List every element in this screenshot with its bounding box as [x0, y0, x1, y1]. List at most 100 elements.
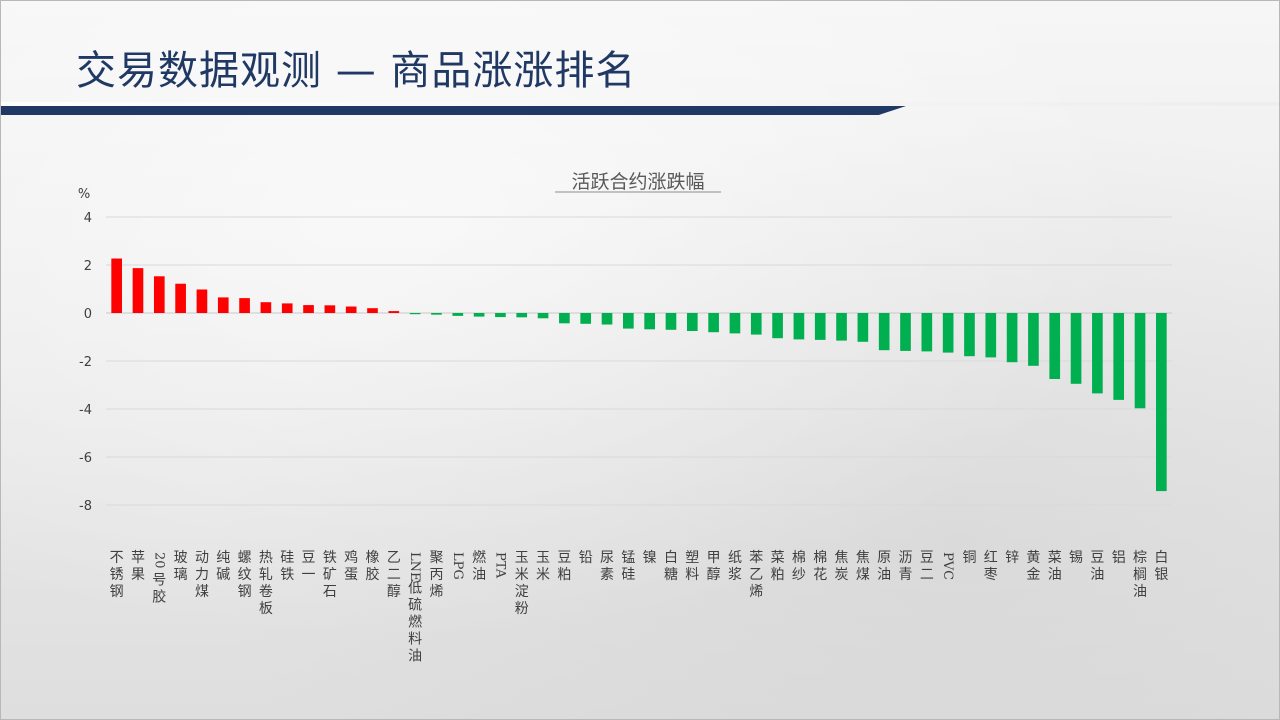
- x-tick-label-part: 菜: [1048, 550, 1062, 566]
- x-tick-label-part: 苹: [131, 550, 145, 566]
- bar-28: [708, 313, 719, 333]
- bar-30: [750, 313, 762, 335]
- x-tick-label-part: 炭: [835, 567, 849, 583]
- bar-12: [367, 308, 378, 313]
- x-tick-label-part: 蛋: [344, 567, 358, 583]
- x-tick-label: 原油: [877, 550, 891, 583]
- x-tick-label-part: LNE: [407, 552, 422, 582]
- x-tick-label-part: 素: [600, 567, 614, 583]
- x-axis-labels: 不锈钢苹果20号胶玻璃动力煤纯碱螺纹钢热轧卷板硅铁豆一铁矿石鸡蛋橡胶乙二醇LNE…: [110, 549, 1169, 665]
- x-tick-label: 不锈钢: [110, 550, 124, 600]
- bar-3: [175, 283, 186, 313]
- bar-41: [985, 313, 997, 358]
- x-tick-label-part: 米: [536, 567, 550, 583]
- bar-32: [793, 313, 805, 340]
- x-tick-label-part: 白: [1154, 550, 1168, 566]
- bar-15: [431, 313, 442, 315]
- x-tick-label-part: 烯: [429, 584, 443, 600]
- bar-10: [324, 305, 336, 313]
- x-tick-label: 苹果: [131, 550, 145, 583]
- x-tick-label: 沥青: [899, 550, 913, 583]
- x-tick-label-part: 油: [1133, 584, 1147, 600]
- bar-44: [1049, 313, 1061, 379]
- x-tick-label-part: 黄: [1026, 549, 1040, 566]
- bar-2: [153, 276, 165, 313]
- x-tick-label-part: 锡: [1069, 550, 1083, 566]
- x-tick-label-part: 玉: [515, 550, 529, 566]
- x-tick-label-part: 玉: [536, 550, 550, 566]
- bar-7: [260, 302, 272, 313]
- bar-0: [111, 258, 122, 313]
- title-bar-highlight: [0, 102, 1280, 106]
- x-tick-label-part: 棉: [792, 549, 806, 566]
- bar-22: [580, 313, 592, 324]
- x-tick-label-part: 胶: [366, 566, 380, 583]
- bar-29: [729, 313, 741, 334]
- bar-20: [537, 313, 549, 319]
- x-tick-label-part: 锰: [621, 550, 635, 566]
- x-tick-label: 铁矿石: [323, 550, 337, 600]
- x-tick-label-part: 螺: [238, 550, 252, 566]
- y-axis-unit: %: [78, 187, 90, 202]
- x-tick-label-part: 铁: [323, 550, 337, 566]
- x-tick-label: 纯碱: [216, 550, 230, 583]
- x-tick-label: 焦炭: [835, 550, 849, 583]
- x-tick-label-part: 油: [877, 567, 891, 583]
- x-tick-label-part: 粉: [515, 601, 529, 617]
- x-tick-label-part: 醇: [387, 583, 401, 600]
- x-tick-label-part: 铁: [280, 567, 294, 583]
- x-tick-label-part: 烯: [749, 584, 763, 600]
- x-tick-label: 焦煤: [856, 550, 870, 583]
- x-tick-label-part: 纹: [238, 567, 252, 583]
- x-tick-label-part: 油: [1048, 567, 1062, 583]
- bar-6: [239, 298, 250, 313]
- x-tick-label: 动力煤: [195, 550, 209, 600]
- x-tick-label: 甲醇: [707, 550, 721, 583]
- x-tick-label-part: 一: [302, 567, 316, 583]
- bar-35: [857, 313, 869, 342]
- bar-47: [1113, 313, 1125, 400]
- x-tick-label-part: 燃: [408, 614, 422, 631]
- x-tick-label: 菜粕: [771, 550, 785, 583]
- bar-49: [1156, 313, 1167, 492]
- x-tick-label-part: PVC: [940, 552, 955, 580]
- bar-43: [1028, 313, 1039, 366]
- y-tick-label: -6: [79, 451, 92, 466]
- bar-31: [772, 313, 783, 339]
- x-tick-label: 铜: [962, 550, 976, 566]
- x-tick-label-part: 硫: [408, 598, 422, 614]
- bar-38: [921, 313, 933, 352]
- x-tick-label-part: 聚: [429, 550, 443, 566]
- x-tick-label: 燃油: [472, 549, 486, 583]
- x-tick-label-part: 铅: [579, 550, 593, 566]
- page-title: 交易数据观测 — 商品涨涨排名: [76, 48, 637, 94]
- bar-16: [452, 313, 464, 316]
- x-tick-label: 白糖: [664, 550, 678, 583]
- x-tick-label: 锰硅: [621, 550, 635, 583]
- x-tick-label-part: 镍: [643, 550, 657, 566]
- x-tick-label-part: 青: [899, 567, 913, 583]
- x-tick-label-part: 棉: [813, 549, 827, 566]
- x-tick-label-part: 花: [813, 567, 827, 583]
- x-tick-label-part: 乙: [387, 550, 401, 566]
- x-tick-label-part: 热: [259, 550, 273, 566]
- bar-48: [1134, 313, 1146, 409]
- x-tick-label-part: 红: [984, 550, 998, 566]
- bar-4: [196, 289, 208, 313]
- x-tick-label: 红枣: [984, 550, 998, 583]
- x-tick-label-part: 纸: [728, 550, 742, 566]
- x-tick-label: 橡胶: [366, 550, 380, 583]
- bar-1: [132, 268, 144, 313]
- x-tick-label-part: 尿: [600, 550, 614, 566]
- x-tick-label-part: 金: [1026, 567, 1040, 583]
- bar-46: [1092, 313, 1103, 394]
- x-tick-label-part: 枣: [984, 567, 998, 583]
- x-tick-label: 玉米: [536, 550, 550, 583]
- x-tick-label: 玻璃: [174, 550, 188, 583]
- x-tick-label-part: 粕: [557, 567, 571, 583]
- bar-8: [281, 303, 293, 313]
- x-tick-label-part: 豆: [1090, 550, 1104, 566]
- x-tick-label-part: 20: [151, 552, 166, 569]
